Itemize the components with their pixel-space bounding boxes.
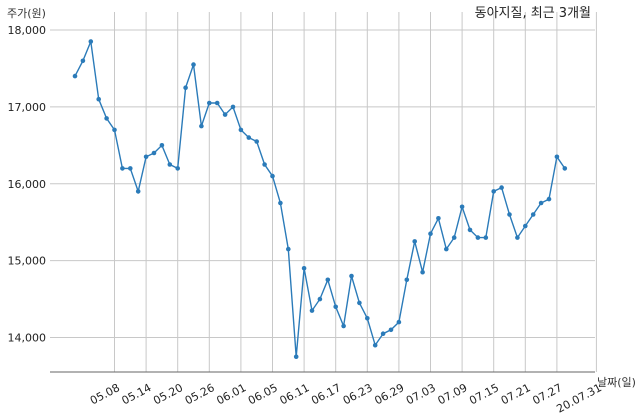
- price-point: [112, 127, 117, 133]
- price-point: [349, 273, 354, 279]
- price-point: [372, 342, 378, 348]
- price-point: [104, 116, 109, 121]
- price-point: [404, 277, 410, 283]
- price-point: [159, 143, 165, 148]
- price-point: [499, 185, 504, 190]
- price-point: [143, 154, 149, 160]
- x-tick-label: 05.26: [183, 381, 217, 407]
- price-point: [357, 300, 362, 306]
- price-point: [428, 231, 433, 236]
- x-tick-label: 06.05: [246, 381, 280, 407]
- price-point: [444, 246, 449, 252]
- price-point: [278, 200, 283, 206]
- x-axis-title: 날짜(일): [597, 375, 636, 389]
- y-tick-label: 14,000: [8, 332, 47, 345]
- price-point: [262, 162, 267, 167]
- price-point: [151, 150, 157, 156]
- price-point: [270, 173, 275, 179]
- chart-title: 동아지질, 최근 3개월: [475, 6, 591, 21]
- price-point: [483, 235, 489, 240]
- y-tick-label: 18,000: [8, 24, 47, 37]
- price-point: [96, 96, 101, 102]
- price-point: [459, 204, 465, 210]
- price-point: [135, 189, 141, 194]
- price-point: [475, 235, 481, 240]
- price-point: [72, 73, 78, 79]
- price-point: [120, 166, 125, 171]
- price-point: [214, 100, 220, 106]
- y-axis-title: 주가(원): [7, 7, 46, 20]
- price-point: [530, 212, 536, 217]
- x-tick-label: 06.23: [341, 381, 375, 407]
- price-point: [199, 123, 204, 129]
- price-point: [388, 327, 394, 333]
- price-point: [365, 316, 370, 321]
- x-tick-label: 06.29: [372, 381, 406, 407]
- price-point: [238, 127, 244, 133]
- price-point: [230, 104, 236, 110]
- price-point: [183, 85, 188, 90]
- price-point: [412, 239, 418, 244]
- x-tick-label: 07.03: [404, 381, 438, 407]
- y-tick-label: 15,000: [8, 255, 47, 268]
- price-point: [436, 216, 441, 221]
- x-tick-label: 07.15: [467, 381, 501, 407]
- price-point: [396, 319, 402, 325]
- y-tick-label: 16,000: [8, 178, 47, 191]
- x-tick-label: 06.11: [278, 381, 312, 407]
- price-point: [88, 39, 94, 44]
- price-point: [507, 212, 512, 217]
- price-point: [222, 112, 228, 117]
- price-point: [333, 304, 339, 310]
- x-tick-label: 06.17: [309, 381, 343, 407]
- price-point: [325, 277, 331, 283]
- price-point: [491, 189, 497, 194]
- price-point: [128, 166, 133, 171]
- x-tick-label: 05.08: [88, 381, 122, 407]
- price-point: [515, 235, 520, 240]
- point-layer: [72, 39, 568, 360]
- x-tick-label: 07.21: [499, 381, 533, 407]
- price-point: [420, 269, 425, 275]
- price-point: [191, 62, 196, 67]
- price-point: [286, 246, 291, 252]
- x-tick-label: 05.20: [151, 381, 185, 407]
- price-point: [301, 266, 307, 271]
- x-tick-label: 05.14: [120, 381, 154, 407]
- price-point: [207, 100, 212, 106]
- price-point: [341, 323, 346, 329]
- price-point: [467, 227, 473, 233]
- price-point: [80, 58, 86, 64]
- price-point: [562, 166, 568, 171]
- price-point: [246, 135, 252, 140]
- y-tick-label: 17,000: [8, 101, 47, 114]
- price-point: [317, 296, 323, 302]
- price-point: [554, 154, 560, 160]
- grid-layer: [50, 12, 597, 372]
- price-point: [254, 139, 259, 144]
- price-point: [538, 200, 544, 206]
- price-point: [546, 196, 552, 202]
- price-line: [74, 38, 566, 357]
- price-point: [451, 235, 457, 240]
- price-point: [175, 166, 180, 171]
- price-point: [293, 354, 299, 360]
- price-point: [380, 331, 386, 337]
- line-layer: [74, 38, 566, 357]
- x-tick-label: 07.09: [436, 381, 470, 407]
- price-point: [523, 223, 528, 229]
- price-point: [167, 162, 173, 167]
- price-point: [309, 308, 315, 313]
- x-tick-label: 06.01: [214, 381, 248, 407]
